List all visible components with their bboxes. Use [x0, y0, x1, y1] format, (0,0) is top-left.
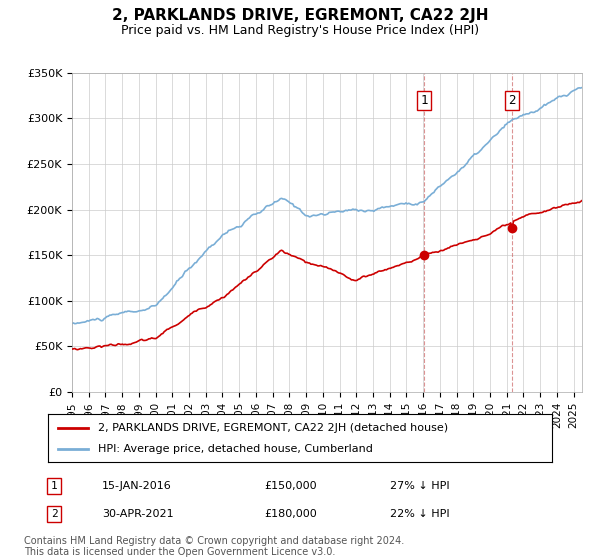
Text: 2, PARKLANDS DRIVE, EGREMONT, CA22 2JH: 2, PARKLANDS DRIVE, EGREMONT, CA22 2JH [112, 8, 488, 24]
Text: 2, PARKLANDS DRIVE, EGREMONT, CA22 2JH (detached house): 2, PARKLANDS DRIVE, EGREMONT, CA22 2JH (… [98, 423, 449, 433]
Text: £150,000: £150,000 [264, 481, 317, 491]
Text: HPI: Average price, detached house, Cumberland: HPI: Average price, detached house, Cumb… [98, 444, 373, 454]
Text: 15-JAN-2016: 15-JAN-2016 [102, 481, 172, 491]
Text: 2: 2 [508, 94, 516, 106]
Text: £180,000: £180,000 [264, 509, 317, 519]
Text: 1: 1 [421, 94, 428, 106]
Text: Price paid vs. HM Land Registry's House Price Index (HPI): Price paid vs. HM Land Registry's House … [121, 24, 479, 36]
Text: 1: 1 [50, 481, 58, 491]
Text: Contains HM Land Registry data © Crown copyright and database right 2024.
This d: Contains HM Land Registry data © Crown c… [24, 535, 404, 557]
Text: 22% ↓ HPI: 22% ↓ HPI [390, 509, 449, 519]
Text: 30-APR-2021: 30-APR-2021 [102, 509, 173, 519]
Text: 27% ↓ HPI: 27% ↓ HPI [390, 481, 449, 491]
Text: 2: 2 [50, 509, 58, 519]
